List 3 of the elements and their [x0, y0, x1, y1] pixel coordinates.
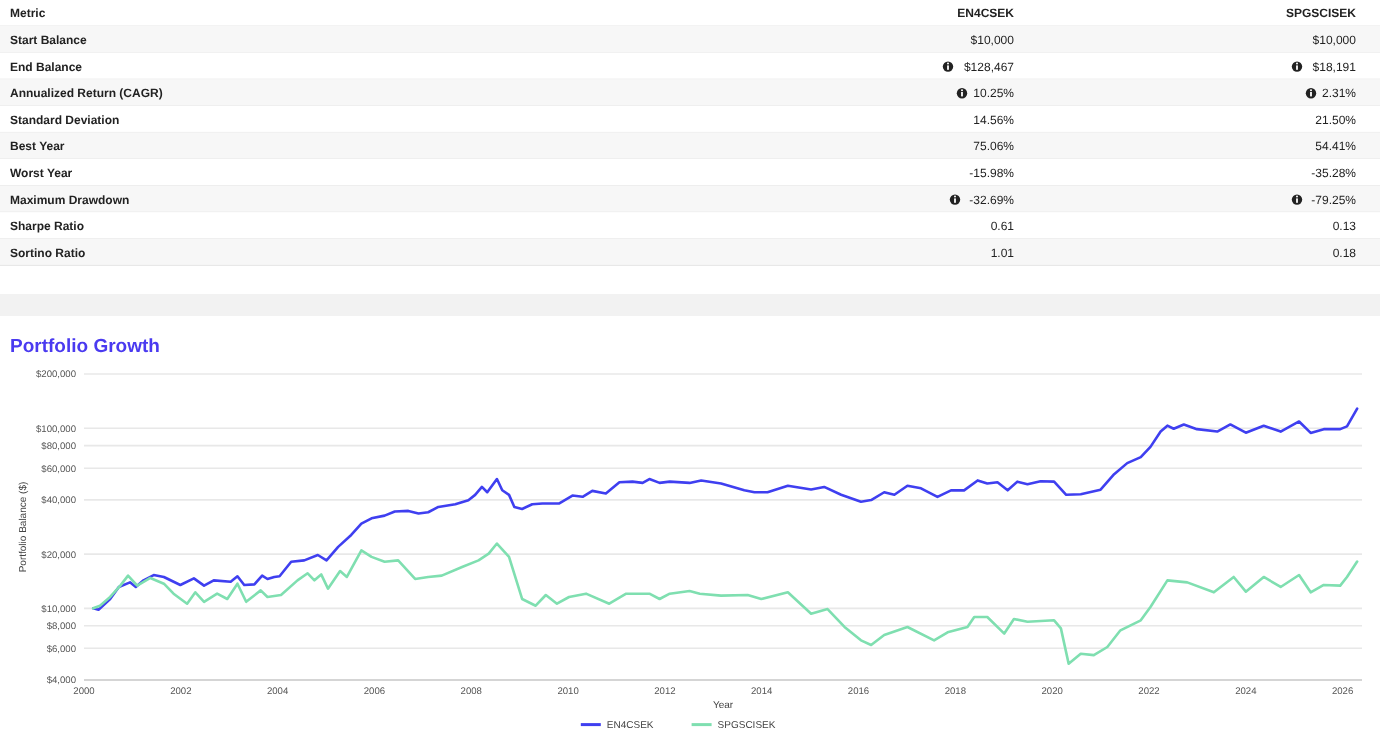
line-series — [91, 542, 1359, 665]
chart-title: Portfolio Growth — [10, 336, 161, 358]
line-series — [91, 407, 1359, 611]
